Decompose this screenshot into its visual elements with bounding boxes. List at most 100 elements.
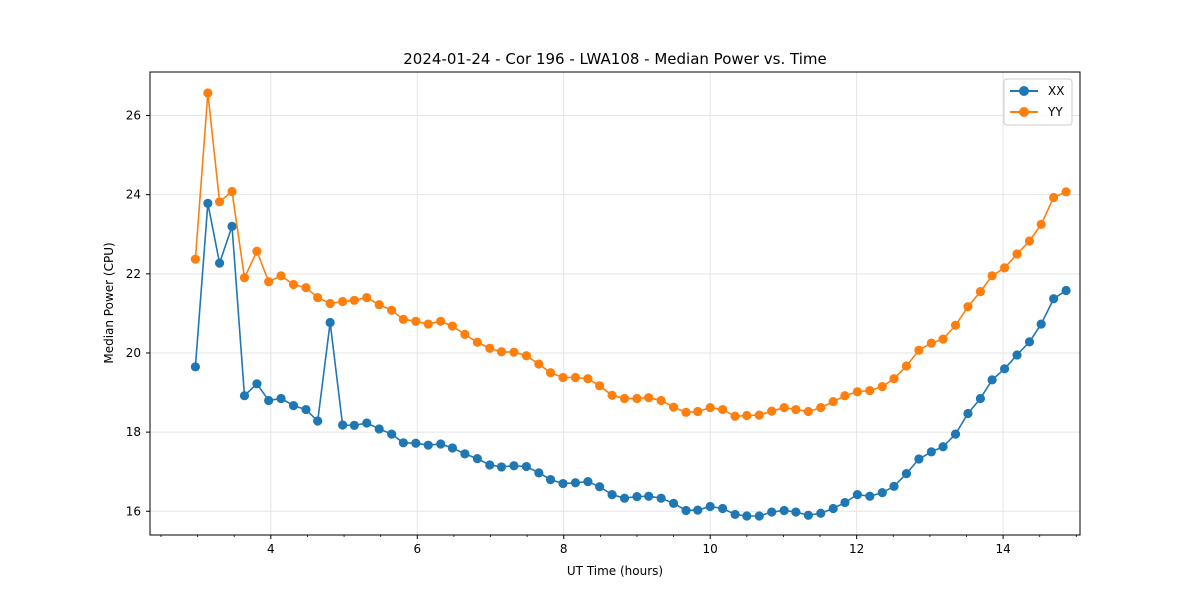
data-point-xx <box>496 462 507 472</box>
data-point-yy <box>239 273 250 283</box>
data-point-yy <box>632 393 642 404</box>
legend-marker-xx <box>1019 86 1029 96</box>
data-point-xx <box>742 511 752 521</box>
data-point-xx <box>485 460 495 470</box>
data-point-xx <box>534 468 544 478</box>
data-point-xx <box>975 393 986 404</box>
data-point-yy <box>926 338 936 348</box>
plot-area <box>190 88 1071 521</box>
data-point-xx <box>901 469 912 479</box>
data-point-xx <box>362 418 372 428</box>
data-point-xx <box>398 438 408 448</box>
data-point-yy <box>349 295 359 305</box>
data-point-xx <box>203 198 213 208</box>
data-point-xx <box>387 429 397 439</box>
data-point-xx <box>276 393 286 404</box>
chart-title: 2024-01-24 - Cor 196 - LWA108 - Median P… <box>403 50 827 68</box>
data-point-yy <box>545 368 556 378</box>
data-point-xx <box>889 481 899 491</box>
data-point-xx <box>447 443 458 453</box>
data-point-xx <box>264 395 274 406</box>
data-point-xx <box>190 362 201 372</box>
data-point-xx <box>963 408 973 419</box>
data-point-yy <box>877 382 887 392</box>
data-point-xx <box>349 420 359 430</box>
data-point-xx <box>570 478 581 488</box>
data-point-yy <box>779 402 789 413</box>
data-point-yy <box>999 263 1010 273</box>
data-point-yy <box>791 404 801 415</box>
data-point-xx <box>644 491 654 501</box>
data-point-yy <box>252 246 262 256</box>
data-point-yy <box>1061 187 1071 197</box>
y-tick-label: 24 <box>126 188 141 202</box>
data-point-yy <box>607 390 617 400</box>
x-axis-label: UT Time (hours) <box>567 564 663 578</box>
data-point-yy <box>950 320 961 330</box>
data-point-yy <box>423 319 433 329</box>
data-point-xx <box>374 424 384 434</box>
data-point-yy <box>901 361 912 371</box>
data-point-yy <box>509 347 519 357</box>
data-point-xx <box>325 317 335 328</box>
data-point-xx <box>730 509 740 520</box>
data-point-xx <box>914 454 924 464</box>
data-point-yy <box>558 372 568 383</box>
data-point-yy <box>411 316 421 326</box>
data-point-xx <box>619 493 630 503</box>
data-point-yy <box>1036 219 1046 229</box>
data-point-yy <box>1012 249 1022 259</box>
data-point-yy <box>840 391 850 401</box>
data-point-xx <box>436 439 446 449</box>
y-tick-label: 26 <box>126 109 141 123</box>
data-point-yy <box>619 393 630 404</box>
data-point-xx <box>583 476 593 487</box>
data-point-xx <box>865 491 875 501</box>
data-point-xx <box>252 379 262 389</box>
data-point-yy <box>325 298 335 309</box>
data-point-yy <box>767 406 777 416</box>
data-point-xx <box>1049 294 1059 304</box>
data-point-yy <box>301 283 311 293</box>
data-point-xx <box>337 420 348 430</box>
data-point-yy <box>828 397 838 407</box>
grid <box>150 72 1080 535</box>
legend-label-yy: YY <box>1047 105 1063 119</box>
data-point-yy <box>668 402 679 412</box>
data-point-yy <box>656 395 666 406</box>
data-point-yy <box>313 292 323 303</box>
data-point-xx <box>852 490 862 500</box>
data-point-xx <box>767 507 777 517</box>
y-tick-label: 16 <box>126 504 141 518</box>
data-point-xx <box>1061 285 1071 296</box>
data-point-yy <box>362 292 372 303</box>
data-point-yy <box>447 321 458 331</box>
data-point-yy <box>865 385 875 396</box>
data-point-xx <box>301 404 311 415</box>
data-point-yy <box>705 402 715 413</box>
data-point-xx <box>460 449 470 459</box>
data-point-xx <box>705 501 715 512</box>
data-point-yy <box>460 329 470 339</box>
data-point-yy <box>852 387 862 397</box>
data-point-yy <box>203 88 213 98</box>
data-point-yy <box>374 300 384 310</box>
data-point-yy <box>521 351 531 361</box>
data-point-yy <box>644 393 654 403</box>
data-point-xx <box>877 488 887 498</box>
data-point-yy <box>1024 236 1035 246</box>
data-point-xx <box>718 503 728 514</box>
y-axis-label: Median Power (CPU) <box>102 242 116 363</box>
axis-ticks: 4 6 8 10 12 14 16 18 20 22 24 26 <box>126 109 1077 556</box>
x-tick-label: 12 <box>849 542 864 556</box>
x-tick-label: 4 <box>267 542 275 556</box>
data-point-yy <box>754 410 764 420</box>
data-point-yy <box>288 279 299 290</box>
data-point-xx <box>509 461 519 471</box>
data-point-xx <box>1036 319 1046 329</box>
data-point-yy <box>534 359 544 369</box>
data-point-yy <box>718 404 728 415</box>
data-point-yy <box>963 302 973 312</box>
data-point-xx <box>214 258 225 268</box>
